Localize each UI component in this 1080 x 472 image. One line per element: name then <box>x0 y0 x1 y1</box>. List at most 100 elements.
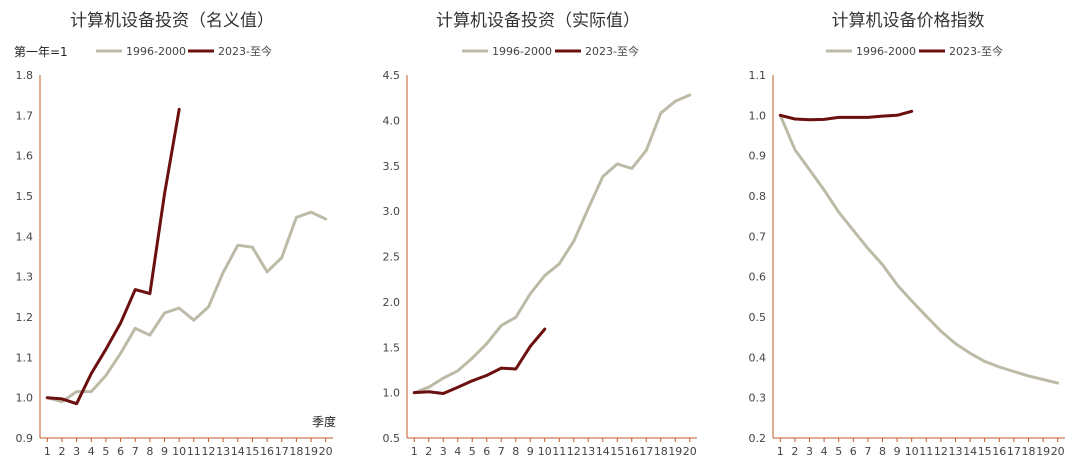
y-tick-label: 1.2 <box>16 311 34 324</box>
x-tick-label: 1 <box>44 445 51 458</box>
y-tick-label: 0.5 <box>749 311 767 324</box>
x-tick-label: 4 <box>821 445 828 458</box>
x-tick-label: 20 <box>319 445 333 458</box>
x-tick-label: 14 <box>231 445 245 458</box>
y-tick-label: 1.6 <box>16 150 34 163</box>
y-tick-label: 2.5 <box>383 251 401 264</box>
x-tick-label: 9 <box>894 445 901 458</box>
x-tick-label: 2 <box>425 445 432 458</box>
y-tick-label: 0.9 <box>16 432 34 445</box>
x-tick-label: 20 <box>1051 445 1065 458</box>
y-tick-label: 4.0 <box>383 114 401 127</box>
y-tick-label: 0.2 <box>749 432 767 445</box>
x-tick-label: 3 <box>73 445 80 458</box>
x-tick-label: 8 <box>879 445 886 458</box>
x-tick-label: 18 <box>1022 445 1036 458</box>
y-axis-label: 第一年=1 <box>14 45 68 59</box>
y-tick-label: 0.8 <box>749 190 767 203</box>
x-tick-label: 15 <box>610 445 624 458</box>
legend-label-1996-2000: 1996-2000 <box>126 45 186 58</box>
series-line-1996-2000 <box>778 113 1060 385</box>
x-tick-label: 6 <box>483 445 490 458</box>
y-tick-label: 1.5 <box>16 190 34 203</box>
x-tick-label: 4 <box>454 445 461 458</box>
x-tick-label: 13 <box>949 445 963 458</box>
series-line-1996-2000 <box>412 93 692 395</box>
x-tick-label: 7 <box>864 445 871 458</box>
x-tick-label: 17 <box>275 445 289 458</box>
x-tick-label: 16 <box>625 445 639 458</box>
y-tick-label: 1.4 <box>16 230 34 243</box>
x-tick-label: 10 <box>172 445 186 458</box>
x-tick-label: 17 <box>639 445 653 458</box>
x-tick-label: 8 <box>512 445 519 458</box>
x-tick-label: 5 <box>835 445 842 458</box>
x-tick-label: 14 <box>596 445 610 458</box>
series-line-2023-至今 <box>778 109 914 122</box>
y-tick-label: 0.3 <box>749 392 767 405</box>
y-tick-label: 1.3 <box>16 271 34 284</box>
y-tick-label: 1.1 <box>16 351 34 364</box>
x-tick-label: 9 <box>527 445 534 458</box>
y-tick-label: 4.5 <box>383 69 401 82</box>
y-tick-label: 1.5 <box>383 341 401 354</box>
x-tick-label: 17 <box>1007 445 1021 458</box>
x-tick-label: 13 <box>581 445 595 458</box>
x-tick-label: 5 <box>102 445 109 458</box>
y-tick-label: 1.1 <box>749 69 767 82</box>
x-tick-label: 11 <box>187 445 201 458</box>
x-tick-label: 12 <box>567 445 581 458</box>
x-tick-label: 6 <box>117 445 124 458</box>
y-tick-label: 3.5 <box>383 160 401 173</box>
x-tick-label: 2 <box>58 445 65 458</box>
chart-title-1: 计算机设备投资（名义值） <box>70 11 274 31</box>
x-tick-label: 11 <box>552 445 566 458</box>
x-tick-label: 5 <box>469 445 476 458</box>
x-tick-label: 7 <box>132 445 139 458</box>
x-tick-label: 18 <box>289 445 303 458</box>
chart-title-3: 计算机设备价格指数 <box>832 11 985 31</box>
y-tick-label: 1.7 <box>16 109 34 122</box>
x-tick-label: 14 <box>963 445 977 458</box>
x-tick-label: 1 <box>777 445 784 458</box>
legend-label-2023-至今: 2023-至今 <box>585 44 639 58</box>
x-tick-label: 13 <box>216 445 230 458</box>
x-tick-label: 18 <box>654 445 668 458</box>
y-tick-label: 0.5 <box>383 432 401 445</box>
y-tick-label: 1.0 <box>749 109 767 122</box>
x-tick-label: 3 <box>440 445 447 458</box>
x-axis-label: 季度 <box>312 414 336 429</box>
x-tick-label: 6 <box>850 445 857 458</box>
x-tick-label: 2 <box>791 445 798 458</box>
y-tick-label: 1.0 <box>16 392 34 405</box>
series-line-2023-至今 <box>412 327 547 395</box>
y-tick-label: 1.0 <box>383 387 401 400</box>
y-tick-label: 0.9 <box>749 150 767 163</box>
x-tick-label: 10 <box>905 445 919 458</box>
x-tick-label: 19 <box>304 445 318 458</box>
x-tick-label: 4 <box>88 445 95 458</box>
y-tick-label: 1.8 <box>16 69 34 82</box>
x-tick-label: 9 <box>161 445 168 458</box>
legend-label-1996-2000: 1996-2000 <box>492 45 552 58</box>
y-tick-label: 0.6 <box>749 271 767 284</box>
x-tick-label: 8 <box>146 445 153 458</box>
x-tick-label: 19 <box>668 445 682 458</box>
x-tick-label: 1 <box>411 445 418 458</box>
x-tick-label: 20 <box>683 445 697 458</box>
x-tick-label: 16 <box>992 445 1006 458</box>
y-tick-label: 0.7 <box>749 230 767 243</box>
x-tick-label: 10 <box>538 445 552 458</box>
series-line-2023-至今 <box>45 107 181 406</box>
x-tick-label: 19 <box>1036 445 1050 458</box>
y-tick-label: 0.4 <box>749 351 767 364</box>
y-tick-label: 3.0 <box>383 205 401 218</box>
x-tick-label: 12 <box>934 445 948 458</box>
x-tick-label: 3 <box>806 445 813 458</box>
x-tick-label: 12 <box>201 445 215 458</box>
y-tick-label: 2.0 <box>383 296 401 309</box>
legend-label-2023-至今: 2023-至今 <box>218 44 272 58</box>
x-tick-label: 16 <box>260 445 274 458</box>
